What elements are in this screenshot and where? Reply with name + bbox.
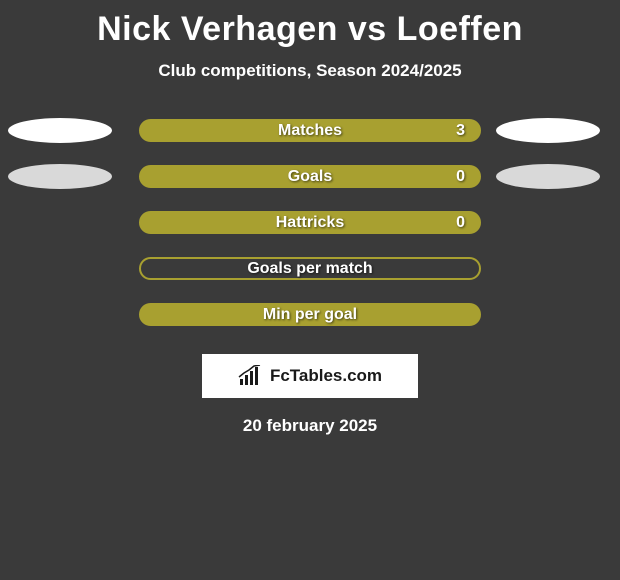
infographic-container: Nick Verhagen vs Loeffen Club competitio… — [0, 0, 620, 580]
stat-label: Hattricks — [276, 214, 344, 232]
badge-text: FcTables.com — [270, 366, 382, 386]
stat-label: Matches — [278, 122, 342, 140]
chart-icon — [238, 365, 264, 387]
stat-label: Goals per match — [247, 260, 372, 278]
stat-row-gpm: Goals per match — [0, 257, 620, 280]
stat-row-mpg: Min per goal — [0, 303, 620, 326]
stat-row-hattricks: Hattricks 0 — [0, 211, 620, 234]
source-badge: FcTables.com — [202, 354, 418, 398]
stat-row-goals: Goals 0 — [0, 165, 620, 188]
stat-bar: Min per goal — [139, 303, 481, 326]
left-ellipse — [8, 118, 112, 143]
stat-bar: Goals 0 — [139, 165, 481, 188]
left-ellipse — [8, 164, 112, 189]
page-title: Nick Verhagen vs Loeffen — [97, 10, 523, 49]
stat-bar: Hattricks 0 — [139, 211, 481, 234]
stat-bar: Matches 3 — [139, 119, 481, 142]
stat-row-matches: Matches 3 — [0, 119, 620, 142]
stat-value: 3 — [456, 122, 465, 140]
stat-value: 0 — [456, 168, 465, 186]
stat-value: 0 — [456, 214, 465, 232]
subtitle: Club competitions, Season 2024/2025 — [158, 61, 461, 81]
stats-area: Matches 3 Goals 0 Hattricks 0 Goals per … — [0, 119, 620, 326]
stat-bar: Goals per match — [139, 257, 481, 280]
right-ellipse — [496, 118, 600, 143]
date-text: 20 february 2025 — [243, 416, 377, 436]
stat-label: Goals — [288, 168, 332, 186]
right-ellipse — [496, 164, 600, 189]
stat-label: Min per goal — [263, 306, 357, 324]
